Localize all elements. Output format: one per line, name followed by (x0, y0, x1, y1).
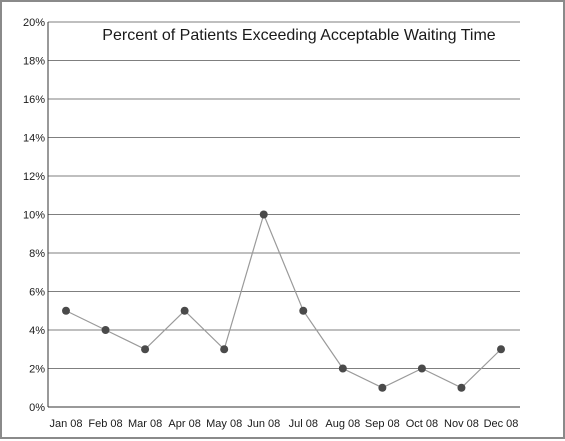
y-tick-label: 0% (29, 402, 45, 414)
data-point (62, 306, 70, 315)
data-point (299, 306, 308, 315)
data-point (417, 364, 426, 373)
y-tick-label: 18% (23, 56, 45, 68)
x-tick-label: Feb 08 (88, 418, 122, 430)
x-tick-label: Jan 08 (49, 418, 82, 430)
x-tick-label: May 08 (206, 418, 242, 430)
y-tick-label: 16% (23, 94, 45, 106)
data-point (220, 345, 229, 354)
x-tick-label: Nov 08 (444, 418, 479, 430)
y-tick-label: 6% (29, 287, 45, 299)
x-tick-label: Sep 08 (365, 418, 400, 430)
x-tick-label: Jul 08 (289, 418, 318, 430)
y-tick-label: 2% (29, 364, 45, 376)
x-tick-label: Oct 08 (406, 418, 438, 430)
data-point (457, 383, 466, 392)
data-point (180, 306, 189, 315)
y-tick-label: 12% (23, 171, 45, 183)
series-layer (62, 210, 505, 392)
chart-title: Percent of Patients Exceeding Acceptable… (102, 27, 496, 44)
x-tick-label: Apr 08 (168, 418, 200, 430)
series-line (65, 212, 502, 389)
y-tick-label: 10% (23, 210, 45, 222)
y-tick-label: 8% (29, 248, 45, 260)
y-tick-label: 14% (23, 133, 45, 145)
data-point (378, 383, 387, 392)
axis-layer (47, 22, 520, 408)
x-tick-label: Jun 08 (247, 418, 280, 430)
y-tick-labels: 0% 2% 4% 6% 8% 10% 12% 14% 16% 18% 20% (23, 17, 45, 414)
data-point (141, 345, 150, 354)
y-tick-label: 4% (29, 325, 45, 337)
data-point (259, 210, 268, 219)
x-tick-label: Mar 08 (128, 418, 162, 430)
x-tick-labels: Jan 08 Feb 08 Mar 08 Apr 08 May 08 Jun 08 Jul … (49, 418, 518, 430)
x-tick-label: Aug 08 (325, 418, 360, 430)
data-point (101, 326, 110, 334)
grid-layer (48, 21, 520, 369)
data-point (497, 345, 505, 354)
x-tick-label: Dec 08 (484, 418, 519, 430)
y-tick-label: 20% (23, 17, 45, 29)
data-point (338, 364, 347, 373)
